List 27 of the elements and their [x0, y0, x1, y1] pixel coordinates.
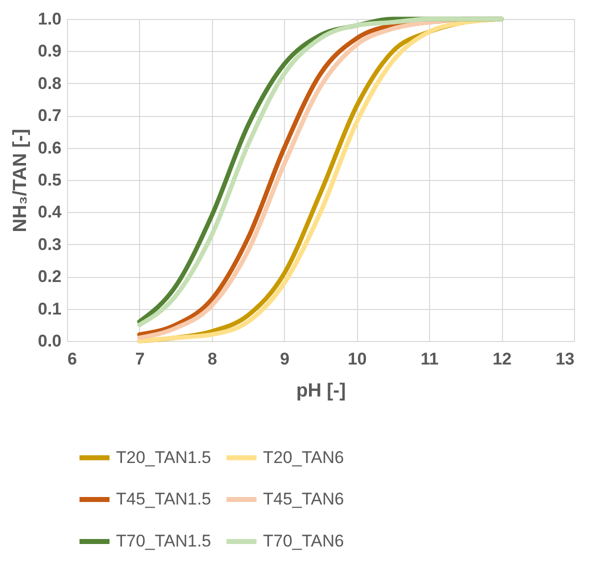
- y-tick-label: 0.0: [38, 332, 62, 350]
- x-tick-label: 10: [348, 350, 367, 368]
- x-tick-label: 13: [556, 350, 574, 368]
- y-tick-label: 0.4: [38, 202, 62, 222]
- y-tick-label: 0.3: [38, 234, 62, 254]
- legend-label: T20_TAN6: [263, 448, 344, 467]
- legend-label: T45_TAN6: [263, 490, 344, 508]
- x-axis-title: pH [-]: [296, 380, 346, 402]
- y-tick-label: 0.1: [38, 299, 62, 318]
- x-tick-label: 6: [68, 350, 77, 368]
- legend-label: T70_TAN6: [263, 532, 344, 550]
- y-tick-label: 0.8: [38, 74, 62, 93]
- x-tick-label: 11: [420, 350, 439, 368]
- y-tick-label: 0.5: [38, 170, 62, 190]
- x-tick-label: 8: [208, 350, 218, 368]
- y-tick-label: 0.2: [38, 267, 62, 286]
- y-tick-label: 0.7: [38, 106, 62, 126]
- x-tick-label: 9: [280, 350, 290, 368]
- y-axis-title: NH₃/TAN [-]: [10, 128, 31, 232]
- y-tick-label: 0.9: [38, 42, 62, 61]
- y-tick-label: 1.0: [38, 10, 62, 28]
- legend-label: T70_TAN1.5: [116, 532, 212, 550]
- legend-label: T45_TAN1.5: [116, 490, 212, 508]
- x-tick-label: 7: [135, 350, 145, 368]
- x-tick-label: 12: [492, 350, 512, 368]
- legend-label: T20_TAN1.5: [116, 448, 212, 467]
- y-tick-label: 0.6: [38, 138, 62, 158]
